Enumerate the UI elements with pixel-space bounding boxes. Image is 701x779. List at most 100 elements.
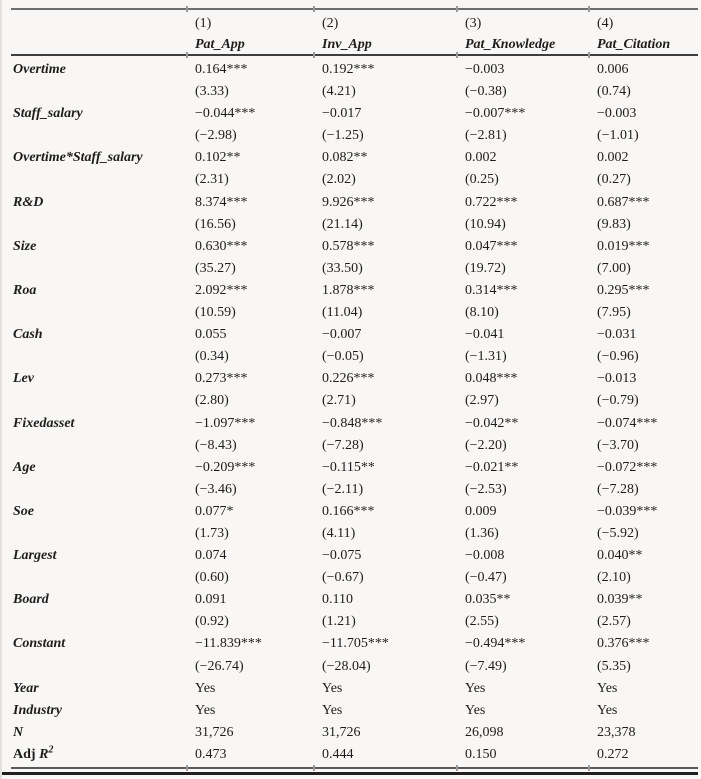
coefficient-value: 0.091 <box>195 592 227 608</box>
tstat-value: (−7.28) <box>322 437 364 453</box>
scan-left-edge <box>0 0 2 779</box>
info-value: 31,726 <box>195 724 234 740</box>
coefficient-row: Age −0.209*** −0.115** −0.021** −0.072*** <box>13 457 701 479</box>
coefficient-value: −1.097*** <box>195 415 256 431</box>
coefficient-value: −0.039*** <box>597 503 658 519</box>
empty-label-cell <box>13 81 195 103</box>
empty-header-cell <box>13 34 195 55</box>
info-row: Year Yes Yes Yes Yes <box>13 678 701 700</box>
coefficient-value: 0.002 <box>465 150 497 166</box>
tstat-value: (10.59) <box>195 305 236 321</box>
empty-label-cell <box>13 479 195 501</box>
variable-label: Board <box>13 592 49 608</box>
coefficient-value: 0.048*** <box>465 371 518 387</box>
variable-label: Staff_salary <box>13 106 83 122</box>
tstat-value: (2.80) <box>195 393 229 409</box>
tstat-row: (10.59) (11.04) (8.10) (7.95) <box>13 302 701 324</box>
coefficient-row: Staff_salary −0.044*** −0.017 −0.007*** −0.0… <box>13 103 701 125</box>
column-boundary-tick <box>313 6 315 12</box>
tstat-value: (−0.47) <box>465 570 507 586</box>
tstat-value: (33.50) <box>322 260 363 276</box>
tstat-value: (−2.20) <box>465 437 507 453</box>
tstat-row: (−3.46) (−2.11) (−2.53) (−7.28) <box>13 479 701 501</box>
column-boundary-tick <box>186 765 188 771</box>
tstat-value: (2.02) <box>322 172 356 188</box>
coefficient-value: −0.042** <box>465 415 519 431</box>
variable-label: Cash <box>13 327 43 343</box>
column-boundary-tick <box>456 765 458 771</box>
tstat-value: (−3.70) <box>597 437 639 453</box>
info-value: Yes <box>465 680 486 696</box>
coefficient-value: −0.115** <box>322 459 375 475</box>
coefficient-value: 0.164*** <box>195 62 248 77</box>
coefficient-row: Cash 0.055 −0.007 −0.041 −0.031 <box>13 324 701 346</box>
tstat-row: (1.73) (4.11) (1.36) (−5.92) <box>13 523 701 545</box>
coefficient-value: 0.019*** <box>597 238 650 254</box>
info-value: 31,726 <box>322 724 361 740</box>
tstat-row: (0.60) (−0.67) (−0.47) (2.10) <box>13 567 701 589</box>
tstat-value: (4.21) <box>322 84 356 100</box>
tstat-value: (−1.31) <box>465 349 507 365</box>
variable-label: Lev <box>13 371 34 387</box>
coefficient-value: 0.295*** <box>597 282 650 298</box>
coefficient-value: −0.013 <box>597 371 637 387</box>
coefficient-value: 0.630*** <box>195 238 248 254</box>
tstat-value: (1.21) <box>322 614 356 630</box>
tstat-value: (1.73) <box>195 525 229 541</box>
coefficient-value: 0.192*** <box>322 62 375 77</box>
coefficient-value: 0.006 <box>597 62 629 77</box>
info-value: Yes <box>195 680 216 696</box>
coefficient-row: Roa 2.092*** 1.878*** 0.314*** 0.295*** <box>13 280 701 302</box>
coefficient-value: 0.009 <box>465 503 497 519</box>
coefficient-value: 0.226*** <box>322 371 375 387</box>
variable-label: Roa <box>13 282 37 298</box>
tstat-value: (−8.43) <box>195 437 237 453</box>
tstat-value: (19.72) <box>465 260 506 276</box>
tstat-row: (0.34) (−0.05) (−1.31) (−0.96) <box>13 346 701 368</box>
tstat-value: (−1.01) <box>597 128 639 144</box>
tstat-row: (16.56) (21.14) (10.94) (9.83) <box>13 214 701 236</box>
table-header: (1) (2) (3) (4) Pat_App Inv_App Pat_Know… <box>13 13 701 55</box>
coefficient-value: 0.035** <box>465 592 511 608</box>
coefficient-value: −11.705*** <box>322 636 389 652</box>
info-value: 0.150 <box>465 746 497 762</box>
coefficient-value: −0.494*** <box>465 636 526 652</box>
tstat-value: (−1.25) <box>322 128 364 144</box>
info-label-roman: Adj <box>13 746 40 762</box>
coefficient-value: 0.722*** <box>465 194 518 210</box>
coefficient-value: −11.839*** <box>195 636 262 652</box>
coefficient-row: Lev 0.273*** 0.226*** 0.048*** −0.013 <box>13 368 701 390</box>
tstat-value: (−3.46) <box>195 481 237 497</box>
coefficient-row: Board 0.091 0.110 0.035** 0.039** <box>13 589 701 611</box>
coefficient-value: 0.002 <box>597 150 629 166</box>
tstat-row: (2.31) (2.02) (0.25) (0.27) <box>13 169 701 191</box>
tstat-value: (11.04) <box>322 305 363 321</box>
coefficient-value: −0.075 <box>322 548 362 564</box>
tstat-value: (2.71) <box>322 393 356 409</box>
tstat-value: (2.57) <box>597 614 631 630</box>
coefficient-value: −0.209*** <box>195 459 256 475</box>
coefficient-value: −0.072*** <box>597 459 658 475</box>
variable-label: Overtime*Staff_salary <box>13 150 143 166</box>
coefficient-value: −0.003 <box>465 62 505 77</box>
info-label-superscript: 2 <box>48 744 54 756</box>
coefficient-value: −0.074*** <box>597 415 658 431</box>
table-bottom-rule-thick <box>2 772 698 775</box>
coefficient-row: Largest 0.074 −0.075 −0.008 0.040** <box>13 545 701 567</box>
tstat-value: (2.97) <box>465 393 499 409</box>
tstat-value: (−0.96) <box>597 349 639 365</box>
tstat-row: (35.27) (33.50) (19.72) (7.00) <box>13 258 701 280</box>
tstat-value: (4.11) <box>322 525 356 541</box>
column-boundary-tick <box>588 765 590 771</box>
coefficient-row: R&D 8.374*** 9.926*** 0.722*** 0.687*** <box>13 192 701 214</box>
info-value: Yes <box>322 702 343 718</box>
empty-label-cell <box>13 435 195 457</box>
column-boundary-tick <box>186 52 188 58</box>
tstat-value: (−2.11) <box>322 481 364 497</box>
tstat-value: (−26.74) <box>195 658 244 674</box>
empty-label-cell <box>13 611 195 633</box>
coefficient-value: 2.092*** <box>195 282 248 298</box>
info-label: Adj R2 <box>13 744 195 766</box>
variable-label: Fixedasset <box>13 415 75 431</box>
